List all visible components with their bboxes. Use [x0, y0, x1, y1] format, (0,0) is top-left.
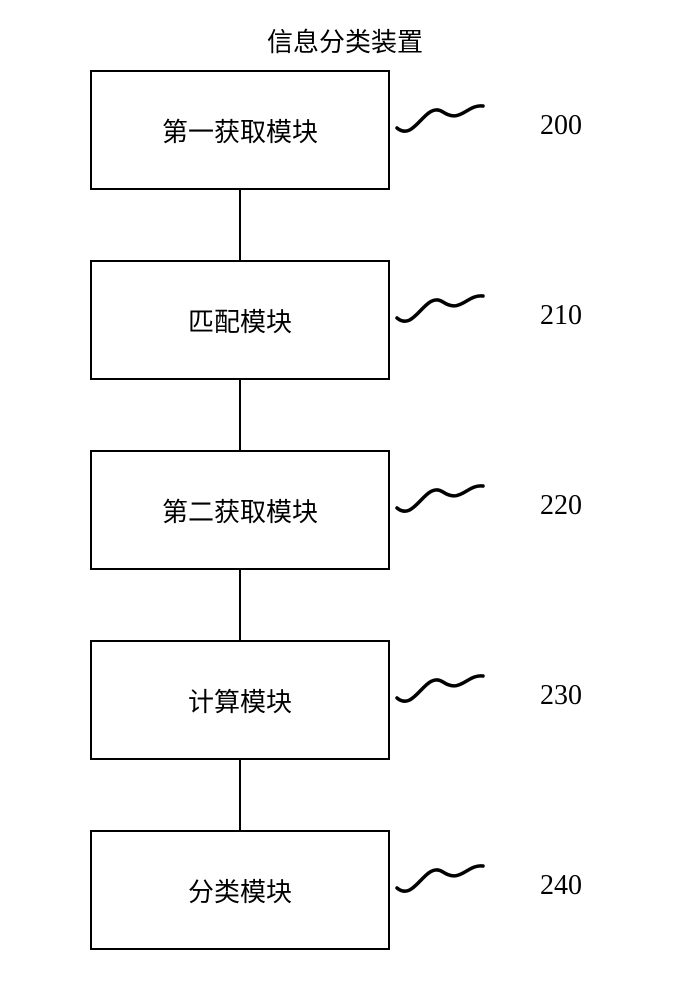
ref-label: 230 — [540, 680, 582, 712]
ref-label: 210 — [540, 300, 582, 332]
squiggle-icon — [395, 858, 485, 898]
block-match-module: 匹配模块 — [90, 260, 390, 380]
block-label: 第一获取模块 — [162, 112, 318, 149]
block-label: 第二获取模块 — [162, 492, 318, 529]
ref-label: 240 — [540, 870, 582, 902]
squiggle-icon — [395, 98, 485, 138]
connector-line — [239, 570, 241, 640]
ref-label: 220 — [540, 490, 582, 522]
ref-label: 200 — [540, 110, 582, 142]
block-label: 分类模块 — [188, 872, 292, 909]
block-second-acquire-module: 第二获取模块 — [90, 450, 390, 570]
block-first-acquire-module: 第一获取模块 — [90, 70, 390, 190]
squiggle-icon — [395, 478, 485, 518]
block-classify-module: 分类模块 — [90, 830, 390, 950]
squiggle-icon — [395, 668, 485, 708]
block-calculate-module: 计算模块 — [90, 640, 390, 760]
block-label: 计算模块 — [188, 682, 292, 719]
connector-line — [239, 760, 241, 830]
connector-line — [239, 190, 241, 260]
block-label: 匹配模块 — [188, 302, 292, 339]
connector-line — [239, 380, 241, 450]
diagram-title: 信息分类装置 — [0, 22, 690, 59]
squiggle-icon — [395, 288, 485, 328]
